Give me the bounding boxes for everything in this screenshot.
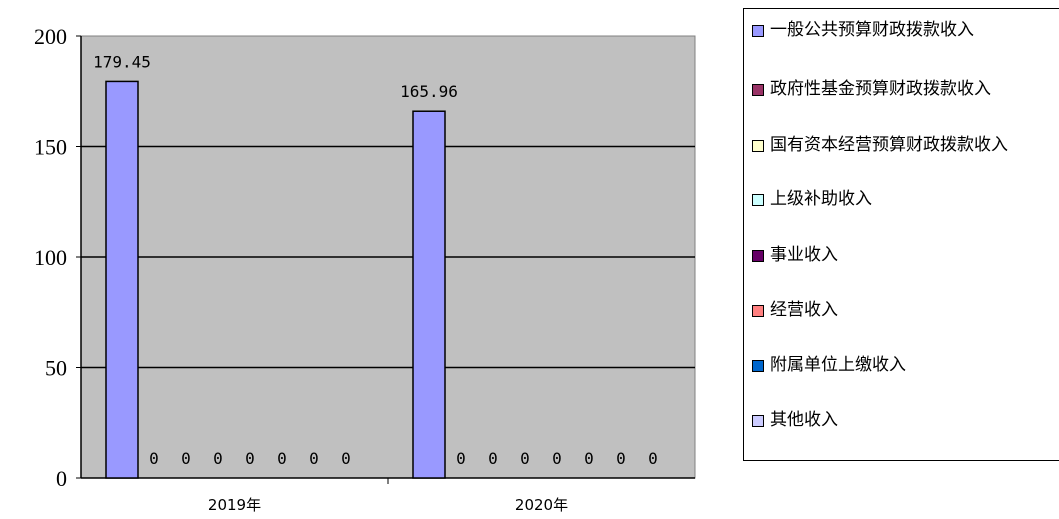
legend-label: 一般公共预算财政拨款收入 bbox=[770, 20, 974, 40]
bar-chart: 0 50 100 150 200 179.45 0 0 0 0 0 0 0 2019年 165.96 0 0 0 0… bbox=[34, 24, 696, 514]
y-tick-label: 200 bbox=[34, 24, 67, 49]
data-label: 179.45 bbox=[93, 52, 151, 71]
y-tick-label: 100 bbox=[34, 245, 67, 270]
data-label: 0 bbox=[616, 449, 626, 468]
data-label: 0 bbox=[552, 449, 562, 468]
x-tick-label: 2020年 bbox=[515, 496, 568, 514]
legend-label: 事业收入 bbox=[770, 245, 838, 265]
data-label: 0 bbox=[245, 449, 255, 468]
legend-label: 其他收入 bbox=[770, 410, 838, 430]
data-label: 0 bbox=[488, 449, 498, 468]
data-label: 0 bbox=[584, 449, 594, 468]
data-label: 0 bbox=[341, 449, 351, 468]
legend-label: 国有资本经营预算财政拨款收入 bbox=[770, 135, 1008, 155]
data-label: 165.96 bbox=[400, 82, 458, 101]
legend-item: 事业收入 bbox=[752, 246, 1057, 265]
data-label: 0 bbox=[213, 449, 223, 468]
legend-item: 其他收入 bbox=[752, 411, 1057, 430]
legend-item: 政府性基金预算财政拨款收入 bbox=[752, 80, 1057, 99]
legend-item: 附属单位上缴收入 bbox=[752, 356, 1057, 375]
legend-swatch bbox=[752, 305, 764, 317]
data-label: 0 bbox=[456, 449, 466, 468]
legend-swatch bbox=[752, 194, 764, 206]
legend-swatch bbox=[752, 250, 764, 262]
x-tick-label: 2019年 bbox=[208, 496, 261, 514]
y-tick-label: 50 bbox=[45, 356, 67, 381]
legend-item: 一般公共预算财政拨款收入 bbox=[752, 21, 1057, 40]
data-label: 0 bbox=[149, 449, 159, 468]
legend-swatch bbox=[752, 415, 764, 427]
legend: 一般公共预算财政拨款收入 政府性基金预算财政拨款收入 国有资本经营预算财政拨款收入上… bbox=[743, 8, 1059, 461]
y-tick-label: 0 bbox=[56, 466, 67, 491]
legend-label: 上级补助收入 bbox=[770, 189, 872, 209]
legend-swatch bbox=[752, 25, 764, 37]
data-label: 0 bbox=[520, 449, 530, 468]
data-label: 0 bbox=[277, 449, 287, 468]
legend-label: 政府性基金预算财政拨款收入 bbox=[770, 79, 991, 99]
legend-label: 经营收入 bbox=[770, 300, 838, 320]
plot-area: 0 50 100 150 200 179.45 0 0 0 0 0 0 0 2019年 165.96 0 0 0 0… bbox=[34, 24, 696, 514]
bar bbox=[412, 110, 446, 479]
legend-item: 国有资本经营预算财政拨款收入 bbox=[752, 136, 1057, 155]
data-label: 0 bbox=[309, 449, 319, 468]
legend-item: 经营收入 bbox=[752, 301, 1057, 320]
legend-item: 上级补助收入 bbox=[752, 190, 1057, 209]
legend-label: 附属单位上缴收入 bbox=[770, 355, 906, 375]
data-label: 0 bbox=[648, 449, 658, 468]
y-tick-label: 150 bbox=[34, 135, 67, 160]
bar bbox=[105, 80, 139, 479]
legend-swatch bbox=[752, 84, 764, 96]
legend-swatch bbox=[752, 360, 764, 372]
legend-swatch bbox=[752, 140, 764, 152]
data-label: 0 bbox=[181, 449, 191, 468]
